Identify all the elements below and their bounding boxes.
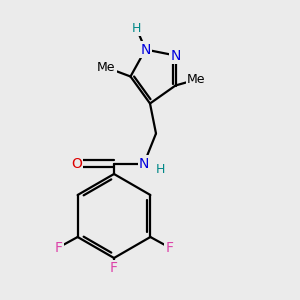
Text: Me: Me [187,73,206,86]
Text: N: N [140,43,151,56]
Text: N: N [139,157,149,170]
Text: F: F [166,241,173,254]
Text: N: N [170,49,181,62]
Text: O: O [71,157,82,170]
Text: H: H [156,163,165,176]
Text: F: F [110,262,118,275]
Text: F: F [55,241,62,254]
Text: Me: Me [97,61,116,74]
Text: H: H [132,22,141,35]
